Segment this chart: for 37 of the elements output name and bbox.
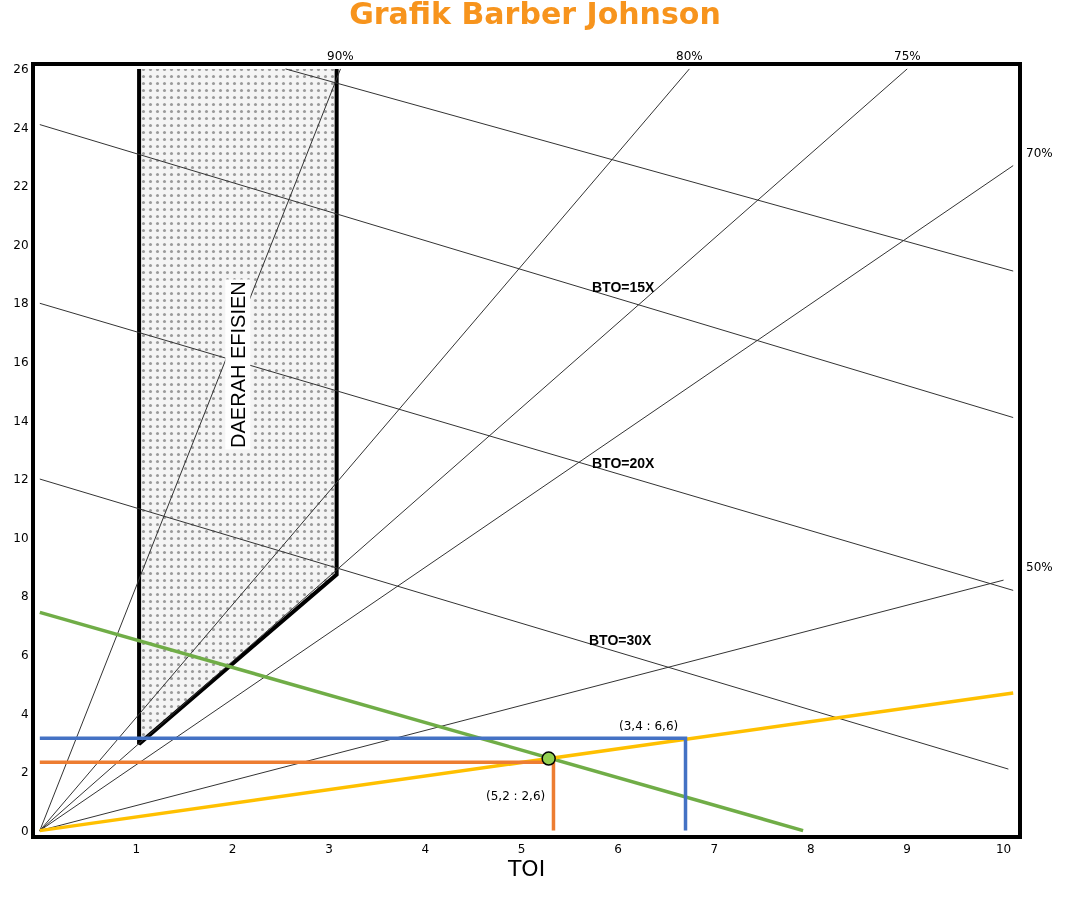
y-tick-label: 8 — [20, 589, 29, 604]
y-tick-label: 2 — [20, 765, 29, 780]
series-label: BTO=30X — [589, 632, 653, 648]
x-tick-label: 1 — [132, 842, 141, 857]
y-tick-label: 4 — [20, 706, 29, 721]
y-tick-label: 6 — [20, 648, 29, 663]
series-label: 50% — [1026, 560, 1053, 574]
x-tick-label: 9 — [903, 842, 911, 857]
y-tick-label: 22 — [13, 179, 29, 194]
x-tick-label: 2 — [228, 842, 237, 857]
x-tick-label: 4 — [421, 842, 430, 857]
x-tick-label: 8 — [806, 842, 815, 857]
y-tick-label: 16 — [13, 355, 29, 370]
series-label: (5,2 : 2,6) — [486, 789, 546, 803]
series-label: 80% — [676, 49, 703, 63]
chart-title: Grafik Barber Johnson — [349, 0, 721, 31]
x-tick-label: 3 — [325, 842, 333, 857]
y-tick-label: 26 — [13, 62, 29, 77]
y-tick-label: 14 — [13, 413, 29, 428]
series-label: 70% — [1026, 146, 1053, 160]
series-label: DAERAH EFISIEN — [226, 281, 249, 448]
x-tick-label: 7 — [710, 842, 719, 857]
series-label: BTO=15X — [592, 279, 656, 295]
y-tick-label: 20 — [13, 237, 29, 252]
x-tick-label: 10 — [995, 842, 1012, 857]
y-tick-label: 24 — [13, 120, 29, 135]
series-label: BTO=20X — [592, 455, 656, 471]
x-tick-label: 5 — [517, 842, 526, 857]
series-label: 75% — [894, 49, 921, 63]
x-axis-title: TOI — [506, 856, 546, 882]
series-label: 90% — [327, 49, 354, 63]
y-tick-label: 18 — [13, 296, 29, 311]
x-tick-label: 6 — [614, 842, 622, 857]
y-tick-label: 10 — [13, 530, 29, 545]
y-tick-label: 0 — [20, 823, 29, 838]
y-tick-label: 12 — [13, 472, 29, 487]
series-label: (3,4 : 6,6) — [619, 719, 679, 733]
